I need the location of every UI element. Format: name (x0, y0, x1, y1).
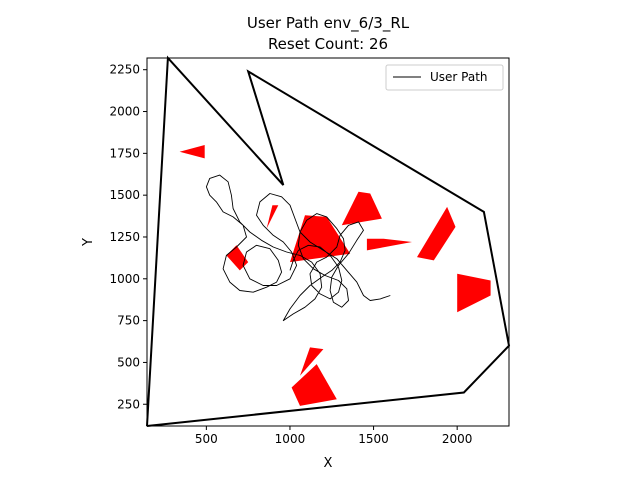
x-tick-label-1000: 1000 (275, 432, 306, 446)
x-tick-label-1500: 1500 (358, 432, 389, 446)
obstacle-6 (457, 273, 491, 313)
obstacle-2 (290, 215, 351, 263)
x-tick-label-500: 500 (195, 432, 218, 446)
legend-box (385, 64, 504, 91)
y-tick-label-1750: 1750 (109, 146, 140, 160)
series-line-user-path (205, 174, 391, 322)
obstacle-9 (300, 347, 324, 376)
chart-title: User Path env_6/3_RL (247, 14, 410, 33)
obstacle-4 (366, 238, 412, 251)
obstacle-7 (266, 205, 279, 229)
legend-label-user-path: User Path (430, 70, 488, 84)
y-axis-label: Y (81, 238, 96, 247)
y-tick-label-250: 250 (117, 397, 140, 411)
y-tick-label-1000: 1000 (109, 272, 140, 286)
environment-boundary (146, 55, 511, 427)
y-tick-label-2000: 2000 (109, 105, 140, 119)
obstacle-1 (179, 145, 205, 159)
obstacle-3 (341, 191, 382, 226)
y-tick-label-1500: 1500 (109, 188, 140, 202)
chart-subtitle: Reset Count: 26 (268, 35, 388, 53)
y-tick-label-500: 500 (117, 355, 140, 369)
x-axis-label: X (324, 456, 333, 471)
plot-frame (146, 57, 510, 427)
y-tick-label-750: 750 (117, 314, 140, 328)
obstacle-10 (291, 364, 337, 406)
x-tick-label-2000: 2000 (442, 432, 473, 446)
y-tick-label-2250: 2250 (109, 63, 140, 77)
x-axis: 500 1000 1500 2000 (195, 426, 473, 446)
obstacle-8 (226, 245, 249, 271)
plot-area (146, 55, 511, 427)
y-axis: 250 500 750 1000 1250 1500 1750 2000 2250 (109, 63, 147, 411)
legend: User Path (385, 64, 504, 91)
obstacle-5 (417, 206, 456, 261)
y-tick-label-1250: 1250 (109, 230, 140, 244)
